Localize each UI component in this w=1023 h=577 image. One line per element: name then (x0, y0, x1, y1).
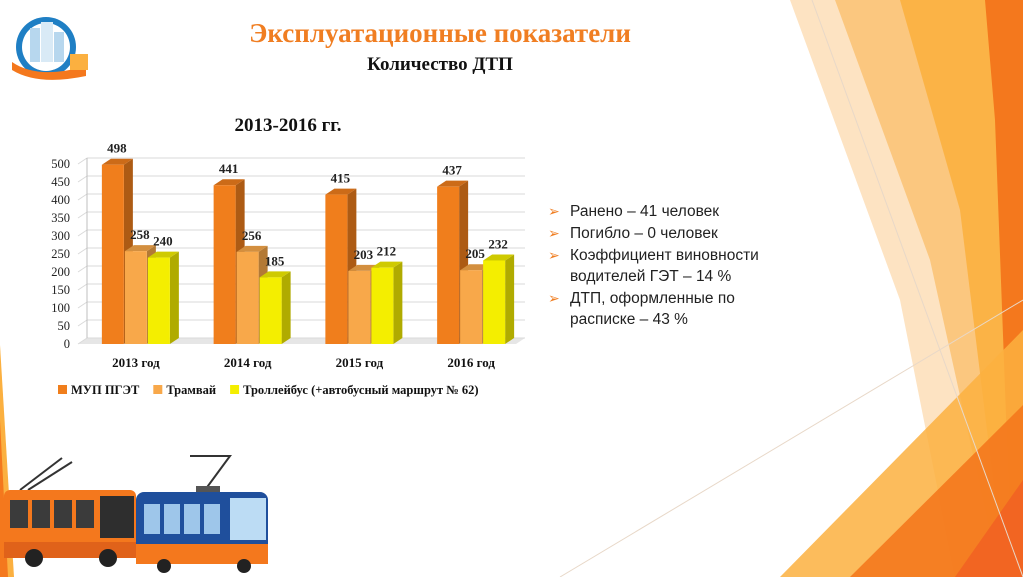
bar-value-label: 415 (331, 171, 351, 186)
bar-top (371, 261, 403, 268)
bar-value-label: 498 (107, 141, 127, 156)
bar-top (101, 158, 133, 165)
bar-top (325, 188, 357, 195)
x-tick-label: 2015 год (336, 355, 384, 370)
bar-2-2 (371, 261, 403, 344)
stats-item-fault-ratio: ➢ Коэффициент виновности водителей ГЭТ – … (548, 245, 798, 287)
page-subtitle: Количество ДТП (367, 54, 513, 75)
bar-value-label: 185 (265, 253, 285, 268)
gridline-diagonal (77, 319, 88, 327)
y-tick-label: 500 (51, 157, 70, 171)
legend-swatch (153, 385, 163, 394)
tram-illustration (136, 455, 268, 573)
y-tick-label: 150 (51, 283, 70, 297)
y-tick-label: 300 (51, 229, 70, 243)
bar-side (393, 261, 403, 344)
bar (348, 270, 371, 344)
y-tick-label: 450 (51, 175, 70, 189)
bar-side (169, 251, 179, 344)
x-tick-label: 2016 год (447, 355, 495, 370)
x-tick-label: 2013 год (112, 355, 160, 370)
bar-top (259, 271, 291, 278)
bar-value-label: 258 (130, 227, 150, 242)
y-tick-label: 350 (51, 211, 70, 225)
bar (483, 260, 506, 344)
stats-item-label: ДТП, оформленные по расписке – 43 % (570, 290, 735, 328)
arrow-bullet-icon: ➢ (548, 290, 560, 306)
bar-value-label: 441 (219, 161, 239, 176)
bar (259, 277, 282, 344)
y-tick-label: 100 (51, 301, 70, 315)
gridline-diagonal (77, 283, 88, 291)
bar-3-0 (437, 180, 469, 344)
y-tick-label: 0 (64, 337, 70, 351)
bar (213, 185, 236, 344)
bar-top (437, 180, 469, 187)
bar-top (483, 254, 515, 261)
bar (437, 186, 460, 344)
gridline-diagonal (77, 193, 88, 201)
bar-value-label: 212 (377, 244, 397, 259)
bar-top (236, 245, 268, 252)
gridline-diagonal (77, 337, 88, 345)
bar-value-label: 203 (354, 247, 374, 262)
x-tick-label: 2014 год (224, 355, 272, 370)
gridline-diagonal (77, 229, 88, 237)
bar (325, 194, 348, 344)
bar-value-label: 240 (153, 234, 173, 249)
stats-item-receipt: ➢ ДТП, оформленные по расписке – 43 % (548, 288, 798, 330)
chart-title: 2013-2016 гг. (235, 115, 342, 136)
bar (371, 267, 394, 344)
y-tick-label: 200 (51, 265, 70, 279)
stats-item-killed: ➢ Погибло – 0 человек (548, 223, 798, 244)
gridline-diagonal (77, 301, 88, 309)
bar-top (124, 245, 156, 252)
bar-top (213, 179, 245, 186)
bar-0-2 (147, 251, 179, 344)
y-tick-label: 400 (51, 193, 70, 207)
gridline-diagonal (77, 265, 88, 273)
legend-swatch (58, 385, 67, 394)
chart-floor (78, 338, 525, 344)
stats-item-label: Коэффициент виновности водителей ГЭТ – 1… (570, 247, 759, 285)
legend-swatch (230, 385, 240, 394)
bar-top (147, 251, 179, 258)
bar (101, 164, 124, 344)
gridline-diagonal (77, 157, 88, 165)
stats-item-label: Ранено – 41 человек (570, 203, 720, 220)
bar-value-label: 437 (442, 163, 462, 178)
bar (460, 270, 483, 344)
legend-label: Трамвай (166, 383, 216, 397)
legend-label: МУП ПГЭТ (71, 383, 140, 397)
stats-list: ➢ Ранено – 41 человек ➢ Погибло – 0 челове… (548, 201, 798, 331)
arrow-bullet-icon: ➢ (548, 247, 560, 263)
y-tick-label: 50 (58, 319, 71, 333)
bar (147, 257, 170, 344)
city-logo-icon (12, 17, 88, 80)
arrow-bullet-icon: ➢ (548, 225, 560, 241)
bar-value-label: 205 (465, 246, 485, 261)
bar-3-2 (483, 254, 515, 344)
legend-label: Троллейбус (+автобусный маршрут № 62) (243, 383, 479, 397)
trolleybus-illustration (4, 457, 136, 567)
bar-side (505, 254, 515, 344)
gridline-diagonal (77, 175, 88, 183)
arrow-bullet-icon: ➢ (548, 203, 560, 219)
bar-value-label: 232 (488, 236, 508, 251)
y-tick-label: 250 (51, 247, 70, 261)
bar-side (281, 271, 291, 344)
stats-item-label: Погибло – 0 человек (570, 225, 718, 242)
page-title: Эксплуатационные показатели (249, 18, 631, 48)
accident-chart: 2013-2016 гг. 0 50 100 150 200 250 300 350 400 45… (51, 115, 525, 397)
stats-item-injured: ➢ Ранено – 41 человек (548, 201, 798, 222)
gridline-diagonal (77, 247, 88, 255)
bar (236, 251, 259, 344)
bar-1-2 (259, 271, 291, 344)
bar-value-label: 256 (242, 228, 262, 243)
bar (124, 251, 147, 344)
gridline-diagonal (77, 211, 88, 219)
vehicles-illustration (4, 455, 268, 573)
